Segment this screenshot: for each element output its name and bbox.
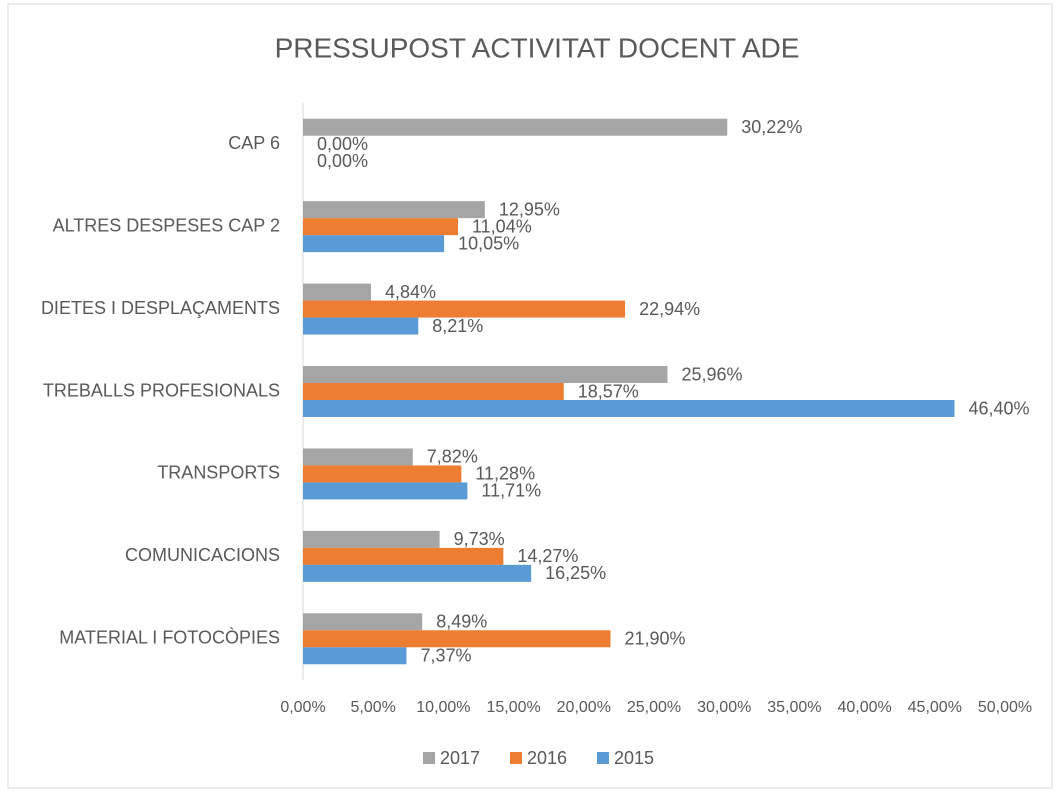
- data-label: 8,21%: [432, 316, 483, 336]
- bar: [303, 366, 668, 383]
- bar: [303, 317, 419, 335]
- bar: [303, 383, 564, 400]
- x-tick-label: 15,00%: [486, 699, 540, 716]
- y-tick-label: TREBALLS PROFESIONALS: [43, 380, 280, 400]
- data-label: 22,94%: [639, 299, 700, 319]
- bar: [303, 564, 532, 582]
- legend-label: 2017: [440, 748, 480, 768]
- bar: [303, 647, 407, 665]
- y-tick-label: COMUNICACIONS: [125, 545, 280, 565]
- bar: [303, 218, 459, 236]
- bar: [303, 630, 611, 648]
- x-tick-label: 10,00%: [416, 699, 470, 716]
- x-tick-label: 20,00%: [557, 699, 611, 716]
- data-label: 7,37%: [420, 646, 471, 666]
- x-tick-label: 45,00%: [908, 699, 962, 716]
- bar: [303, 300, 626, 318]
- data-label: 9,73%: [454, 529, 505, 549]
- x-tick-label: 5,00%: [351, 699, 396, 716]
- data-label: 7,82%: [427, 447, 478, 467]
- legend-label: 2016: [527, 748, 567, 768]
- data-label: 11,04%: [472, 216, 532, 236]
- data-label: 0,00%: [317, 134, 368, 154]
- legend-swatch: [597, 752, 609, 764]
- data-label: 10,05%: [458, 233, 519, 253]
- bar: [303, 201, 485, 219]
- data-label: 11,28%: [475, 464, 535, 484]
- legend-label: 2015: [614, 748, 654, 768]
- x-tick-label: 35,00%: [767, 699, 821, 716]
- bar: [303, 613, 423, 631]
- bar: [303, 400, 955, 417]
- x-tick-label: 0,00%: [280, 699, 325, 716]
- y-tick-label: MATERIAL I FOTOCÒPIES: [59, 627, 280, 648]
- legend-swatch: [423, 752, 435, 764]
- bar: [303, 547, 504, 565]
- y-tick-label: TRANSPORTS: [157, 463, 280, 483]
- data-label: 4,84%: [385, 282, 436, 302]
- bar: [303, 448, 413, 466]
- x-tick-label: 30,00%: [697, 699, 751, 716]
- data-label: 25,96%: [681, 364, 742, 384]
- data-label: 0,00%: [317, 151, 368, 171]
- x-tick-label: 25,00%: [627, 699, 681, 716]
- data-label: 30,22%: [741, 117, 802, 137]
- y-tick-label: ALTRES DESPESES CAP 2: [53, 215, 280, 235]
- data-label: 8,49%: [436, 612, 487, 632]
- bar: [303, 235, 445, 253]
- bar: [303, 530, 440, 548]
- x-tick-label: 40,00%: [837, 699, 891, 716]
- bar: [303, 283, 371, 301]
- y-tick-label: DIETES I DESPLAÇAMENTS: [41, 298, 280, 318]
- data-label: 16,25%: [545, 563, 606, 583]
- data-label: 46,40%: [968, 398, 1029, 418]
- bar: [303, 118, 728, 136]
- bar: [303, 465, 462, 483]
- data-label: 18,57%: [578, 381, 639, 401]
- chart-title: PRESSUPOST ACTIVITAT DOCENT ADE: [275, 32, 800, 63]
- x-tick-label: 50,00%: [978, 699, 1032, 716]
- legend-swatch: [510, 752, 522, 764]
- data-label: 21,90%: [624, 629, 685, 649]
- data-label: 12,95%: [499, 199, 560, 219]
- data-label: 11,71%: [481, 481, 541, 501]
- data-label: 14,27%: [517, 546, 578, 566]
- bar: [303, 482, 468, 500]
- y-tick-label: CAP 6: [228, 133, 280, 153]
